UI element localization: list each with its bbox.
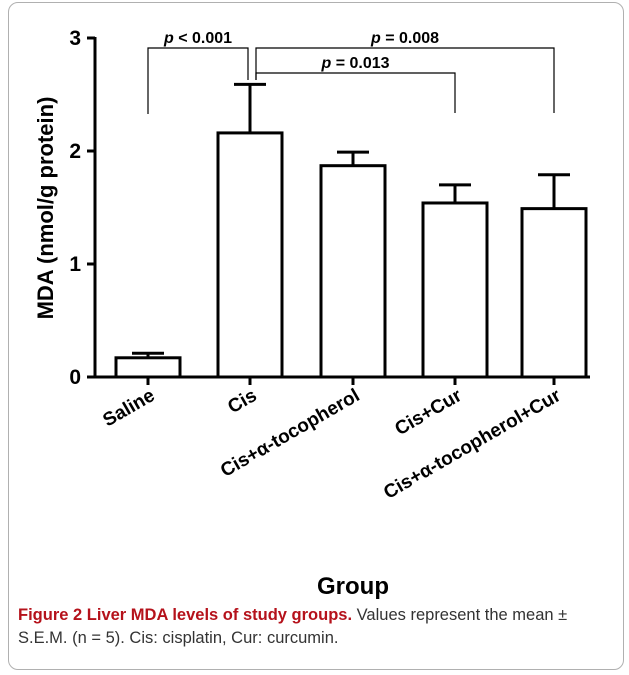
significance-label: p < 0.001 [163,30,232,47]
mda-bar-chart: MDA (nmol/g protein) Group 0 1 2 3 Saline Cis… [33,27,590,600]
significance-bracket [255,47,555,113]
significance-bracket [255,72,456,113]
x-tick-label: Saline [100,385,159,431]
y-tick-label: 0 [69,366,81,389]
bar [319,164,387,379]
y-tick-label: 1 [69,253,81,276]
bar [114,356,182,379]
caption-text: Values represent the mean ± S.E.M. (n = … [18,606,568,647]
significance-label: p = 0.013 [320,55,389,72]
significance-label: p = 0.008 [370,30,439,47]
y-tick-label: 3 [69,27,81,50]
x-tick-label: Cis [224,385,260,418]
figure-caption: Figure 2 Liver MDA levels of study group… [18,604,618,650]
y-tick-label: 2 [69,140,81,163]
y-axis-label: MDA (nmol/g protein) [33,97,58,320]
figure-frame [8,2,624,670]
x-tick-label: Cis+Cur [391,385,466,440]
significance-bracket [147,47,249,114]
caption-title: Liver MDA levels of study groups. [86,606,353,624]
bar [421,201,489,379]
bar [520,207,588,379]
x-tick-label: Cis+α-tocopherol+Cur [380,385,565,504]
x-axis-label: Group [317,573,389,600]
caption-label: Figure 2 [18,606,83,624]
bar [216,131,284,379]
